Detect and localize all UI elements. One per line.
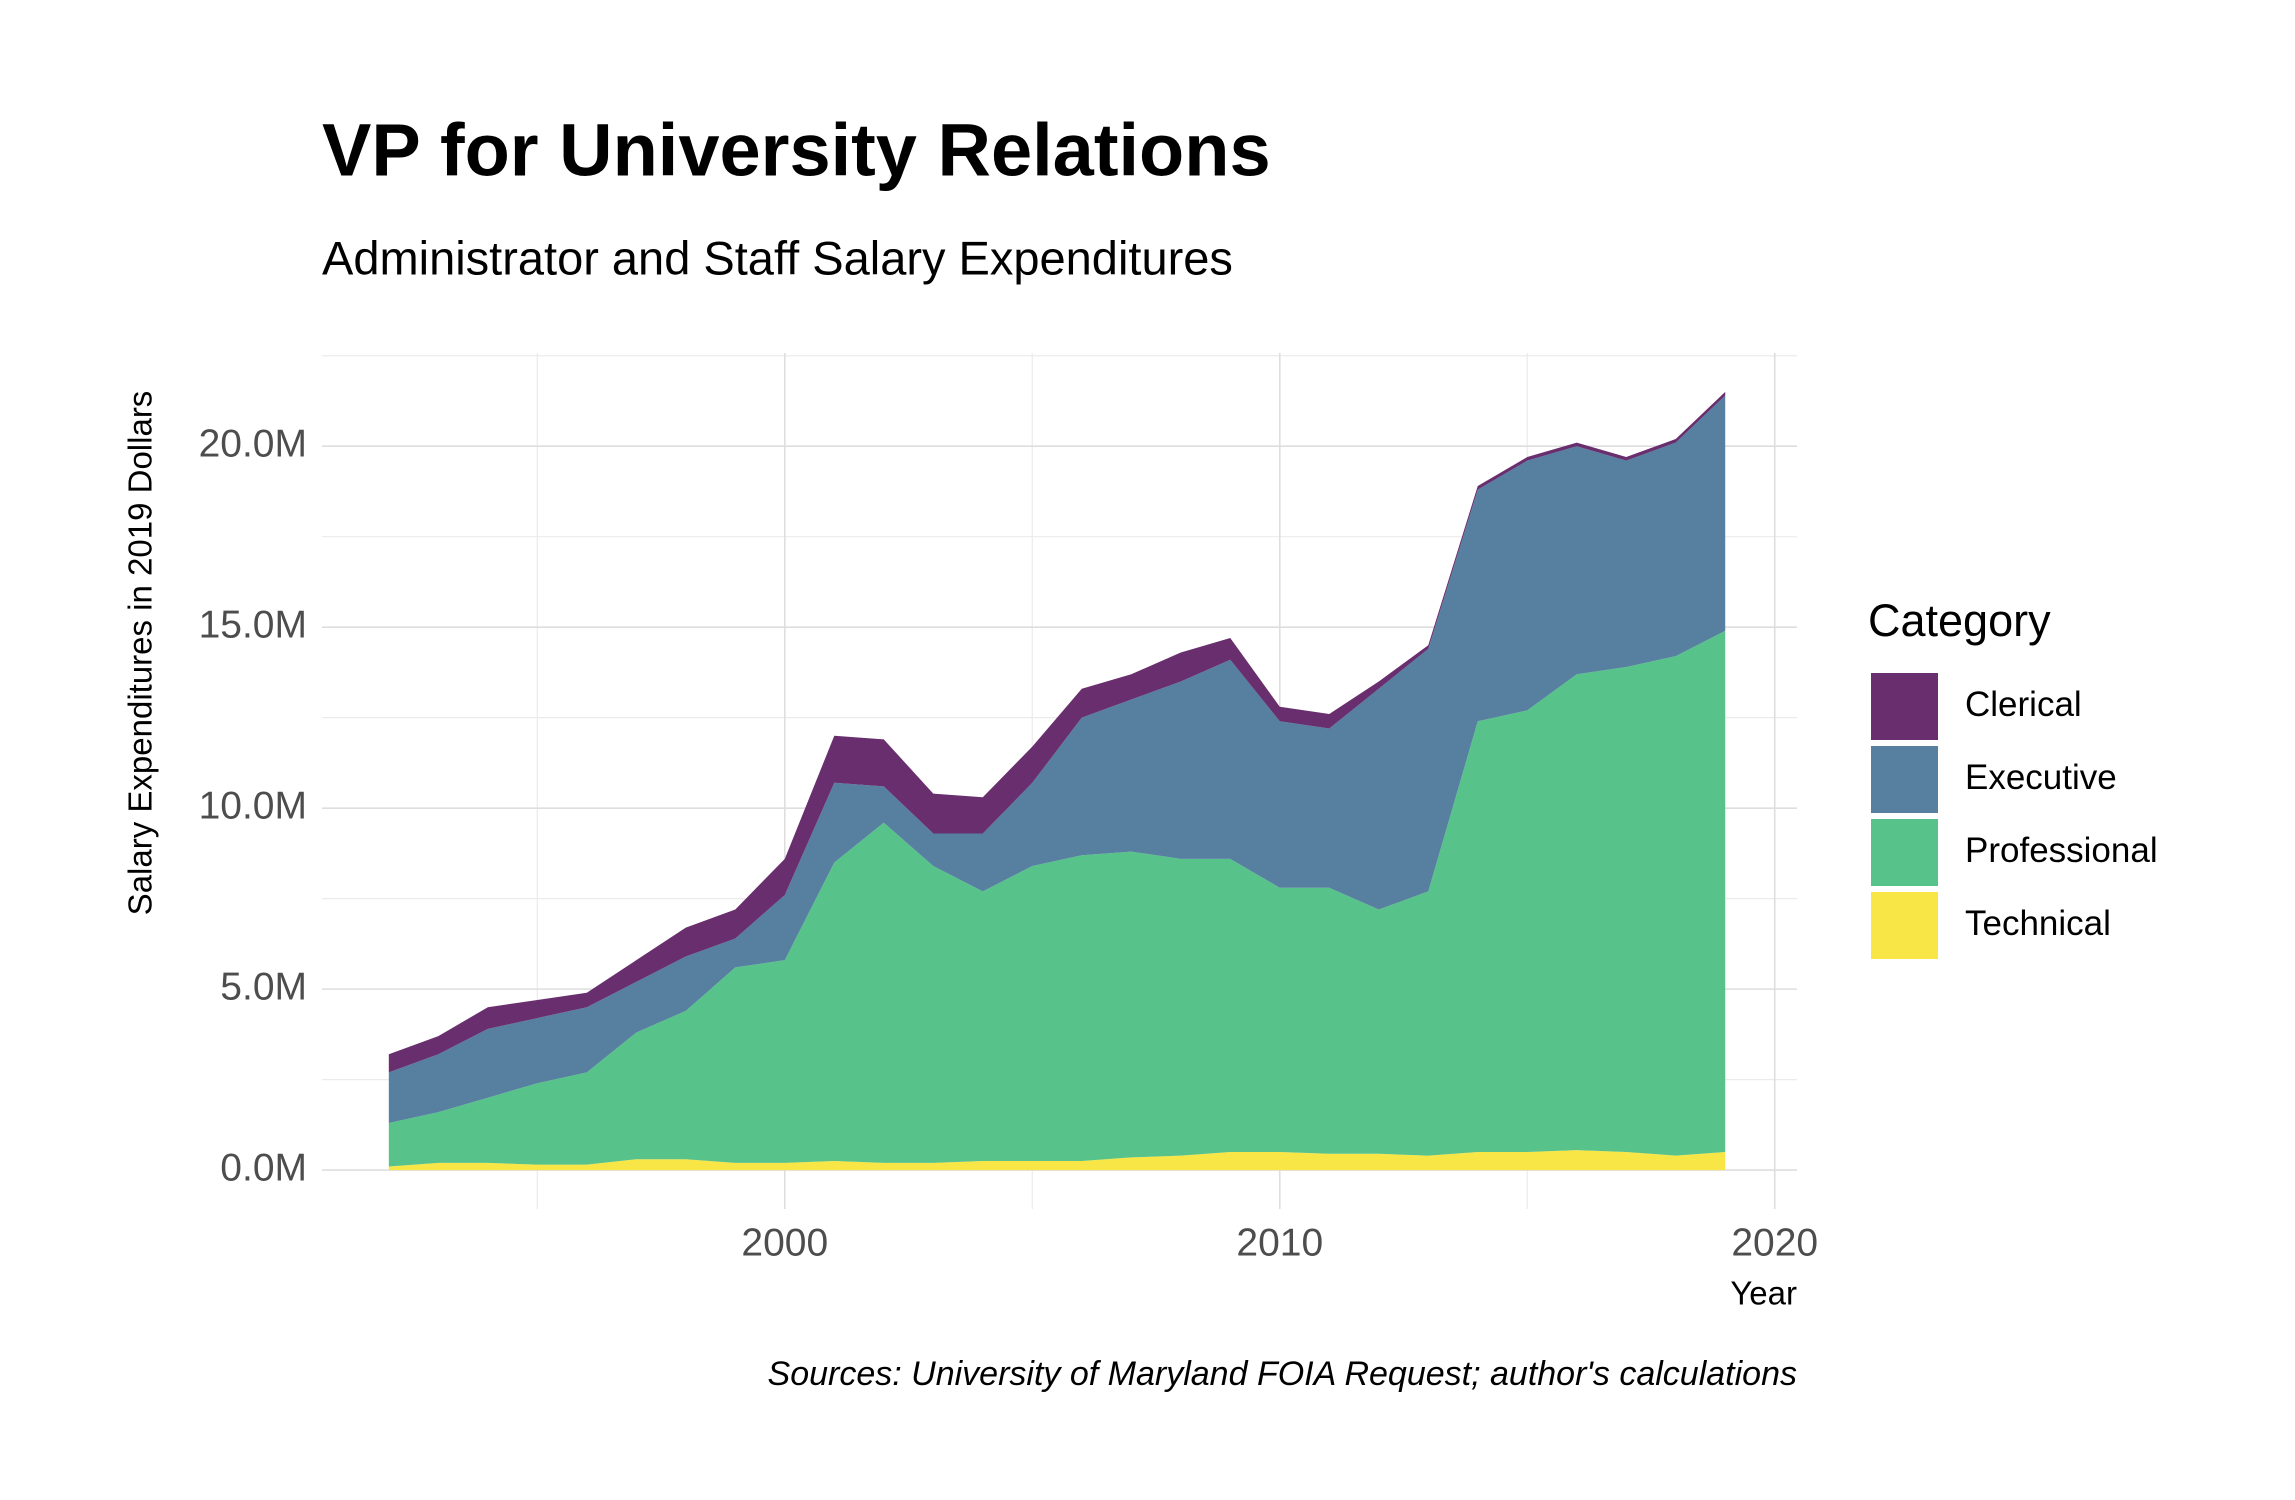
caption: Sources: University of Maryland FOIA Req… (768, 1355, 1797, 1393)
y-tick-label: 15.0M (199, 603, 307, 646)
legend-label: Executive (1965, 758, 2117, 797)
area (388, 630, 1726, 1167)
legend-title: Category (1868, 595, 2051, 646)
legend-label: Professional (1965, 831, 2158, 870)
y-axis-label: Salary Expenditures in 2019 Dollars (122, 391, 159, 916)
legend: Clerical Executive Professional Technical (1871, 673, 2158, 959)
x-tick-label: 2000 (741, 1221, 828, 1264)
chart-subtitle: Administrator and Staff Salary Expenditu… (322, 231, 1233, 284)
area (388, 1150, 1726, 1171)
ticks: 0.0M 5.0M 10.0M 15.0M 20.0M 2000 2010 2020 (199, 422, 1819, 1264)
y-tick-label: 20.0M (199, 422, 307, 465)
areas (388, 391, 1726, 1171)
y-tick-label: 10.0M (199, 784, 307, 827)
legend-key (1871, 673, 1938, 740)
x-tick-label: 2020 (1731, 1221, 1818, 1264)
area (388, 395, 1726, 1124)
legend-label: Clerical (1965, 685, 2082, 724)
y-tick-label: 5.0M (220, 965, 307, 1008)
chart-title: VP for University Relations (322, 109, 1271, 192)
legend-key (1871, 819, 1938, 886)
x-tick-label: 2010 (1236, 1221, 1323, 1264)
x-axis-label: Year (1730, 1275, 1797, 1312)
legend-key (1871, 892, 1938, 959)
legend-label: Technical (1965, 904, 2111, 943)
y-tick-label: 0.0M (220, 1146, 307, 1189)
area (388, 391, 1726, 1073)
legend-key (1871, 746, 1938, 813)
